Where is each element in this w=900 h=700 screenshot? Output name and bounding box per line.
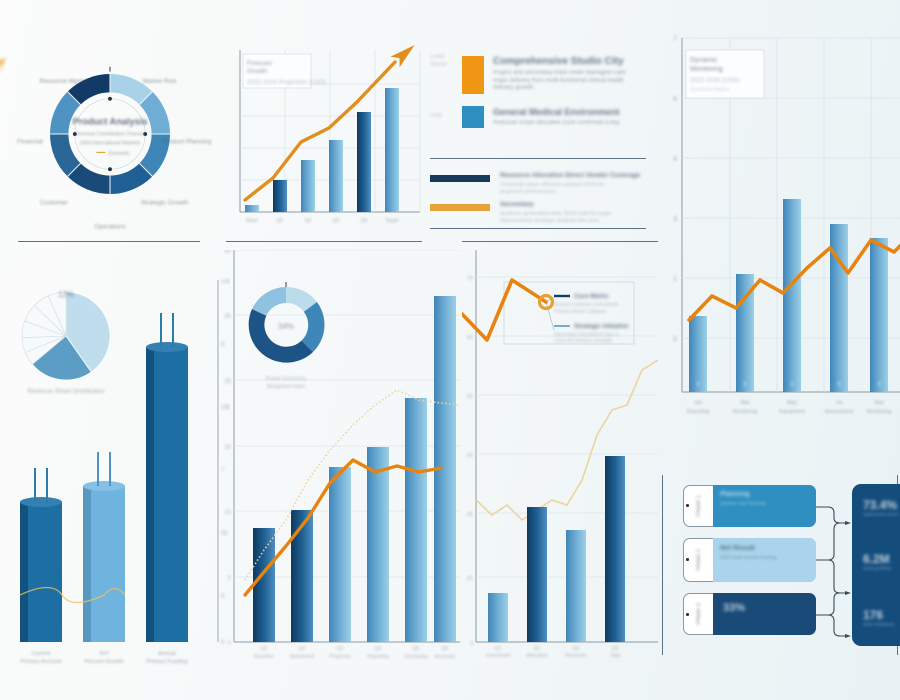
svg-text:40: 40 (467, 453, 473, 459)
svg-text:Forecast: Forecast (247, 60, 272, 67)
svg-text:1: 1 (838, 381, 841, 387)
svg-text:Q1: Q1 (261, 646, 268, 652)
svg-text:Sep: Sep (874, 400, 883, 406)
svg-text:Mar: Mar (740, 400, 749, 406)
svg-text:25: 25 (224, 379, 231, 385)
svg-text:3: 3 (673, 216, 677, 223)
svg-text:Total: Total (610, 653, 621, 659)
svg-text:0: 0 (470, 641, 473, 647)
svg-text:Power Economy: Power Economy (266, 376, 307, 382)
svg-text:Revenue Contribution Channel: Revenue Contribution Channel (75, 132, 145, 138)
svg-text:Growth: Growth (247, 68, 268, 75)
svg-text:1: 1 (744, 381, 747, 387)
svg-text:0: 0 (673, 336, 677, 343)
svg-text:cross the division strategic: cross the division strategic (554, 338, 613, 344)
svg-text:Allocation: Allocation (526, 653, 548, 659)
svg-text:Projected: Projected (329, 654, 350, 660)
svg-text:Q6: Q6 (442, 646, 449, 652)
svg-text:Monitoring: Monitoring (690, 66, 723, 73)
svg-text:Revenue Share Distribution: Revenue Share Distribution (27, 388, 105, 395)
svg-text:Jan: Jan (694, 400, 703, 406)
svg-text:Q2: Q2 (299, 646, 306, 652)
svg-text:Weighted Index: Weighted Index (267, 384, 306, 390)
svg-text:12%: 12% (58, 290, 74, 299)
svg-text:Q5: Q5 (413, 646, 420, 652)
svg-text:Monitoring: Monitoring (733, 409, 758, 415)
svg-text:Q3: Q3 (573, 646, 580, 652)
svg-text:50: 50 (467, 394, 473, 400)
svg-text:20: 20 (224, 445, 231, 451)
svg-text:Primary Asset Category: Primary Asset Category (554, 309, 607, 315)
svg-text:Quarterly Report: Quarterly Report (690, 87, 730, 93)
svg-text:Q1: Q1 (495, 646, 502, 652)
svg-text:Increasing: Increasing (404, 654, 427, 660)
svg-text:60: 60 (467, 335, 473, 341)
svg-text:Reporting: Reporting (367, 654, 389, 660)
svg-text:Core Metric: Core Metric (574, 293, 609, 300)
svg-text:Financial: Financial (17, 139, 43, 146)
svg-text:1: 1 (791, 381, 794, 387)
svg-text:Reporting: Reporting (687, 409, 710, 415)
svg-text:Market Risk: Market Risk (143, 78, 178, 85)
svg-text:6: 6 (673, 96, 677, 103)
svg-text:Operations: Operations (94, 223, 125, 230)
svg-text:20: 20 (467, 576, 473, 582)
svg-text:2024 International Markets: 2024 International Markets (80, 140, 141, 146)
svg-text:34%: 34% (278, 322, 294, 331)
svg-text:40: 40 (224, 250, 231, 255)
svg-text:35: 35 (224, 314, 231, 320)
svg-text:Dynamic: Dynamic (690, 57, 718, 64)
svg-text:Product Analysis: Product Analysis (73, 116, 148, 126)
svg-text:Annual Customer investment: Annual Customer investment (554, 302, 619, 308)
svg-text:5: 5 (228, 576, 232, 582)
svg-text:Current: Current (32, 651, 51, 657)
svg-text:Q2: Q2 (534, 646, 541, 652)
svg-text:Product Planning: Product Planning (162, 139, 211, 146)
svg-text:Monitoring: Monitoring (867, 409, 892, 415)
svg-text:1: 1 (673, 276, 677, 283)
svg-text:10: 10 (224, 510, 231, 516)
svg-text:7: 7 (673, 36, 677, 43)
svg-text:Annual: Annual (158, 651, 175, 657)
svg-text:Q2: Q2 (305, 218, 312, 224)
svg-text:Primary Funding: Primary Funding (146, 659, 187, 665)
svg-text:Q3: Q3 (337, 646, 344, 652)
svg-text:Reserves: Reserves (565, 653, 587, 659)
svg-text:Assessment: Assessment (825, 409, 854, 415)
svg-text:May: May (787, 400, 797, 406)
svg-text:1: 1 (697, 381, 700, 387)
svg-text:Strategic Growth: Strategic Growth (141, 199, 189, 206)
svg-text:Q4: Q4 (612, 646, 619, 652)
svg-text:Resource Mgmt: Resource Mgmt (39, 78, 84, 85)
svg-text:30: 30 (467, 512, 473, 518)
svg-text:Adjustment: Adjustment (289, 654, 315, 660)
svg-text:0: 0 (228, 641, 232, 647)
svg-text:Base: Base (246, 218, 258, 224)
svg-text:Investment: Investment (486, 653, 511, 659)
svg-text:4: 4 (673, 156, 677, 163)
svg-text:Primary Account: Primary Account (21, 659, 62, 665)
svg-text:1: 1 (878, 381, 881, 387)
svg-text:Q3: Q3 (333, 218, 340, 224)
svg-text:70: 70 (467, 276, 473, 282)
svg-text:Q4: Q4 (375, 646, 382, 652)
svg-text:Target: Target (385, 218, 400, 224)
svg-text:Domestic: Domestic (108, 151, 130, 157)
svg-text:YoY: YoY (99, 651, 109, 657)
svg-text:Baseline: Baseline (254, 654, 273, 660)
svg-text:Equipment: Equipment (779, 409, 805, 415)
svg-text:Percent Growth: Percent Growth (85, 659, 124, 665)
svg-text:2022-2024 (USD): 2022-2024 (USD) (690, 77, 739, 84)
svg-text:2022-2024 Projection (USD): 2022-2024 Projection (USD) (247, 79, 326, 86)
svg-text:Q1: Q1 (277, 218, 284, 224)
svg-text:Q4: Q4 (361, 218, 368, 224)
svg-text:Customer: Customer (40, 199, 69, 206)
svg-text:Accounts: Accounts (435, 654, 456, 660)
svg-text:Strategic Initiative: Strategic Initiative (574, 323, 629, 330)
svg-text:Jul: Jul (836, 400, 843, 406)
